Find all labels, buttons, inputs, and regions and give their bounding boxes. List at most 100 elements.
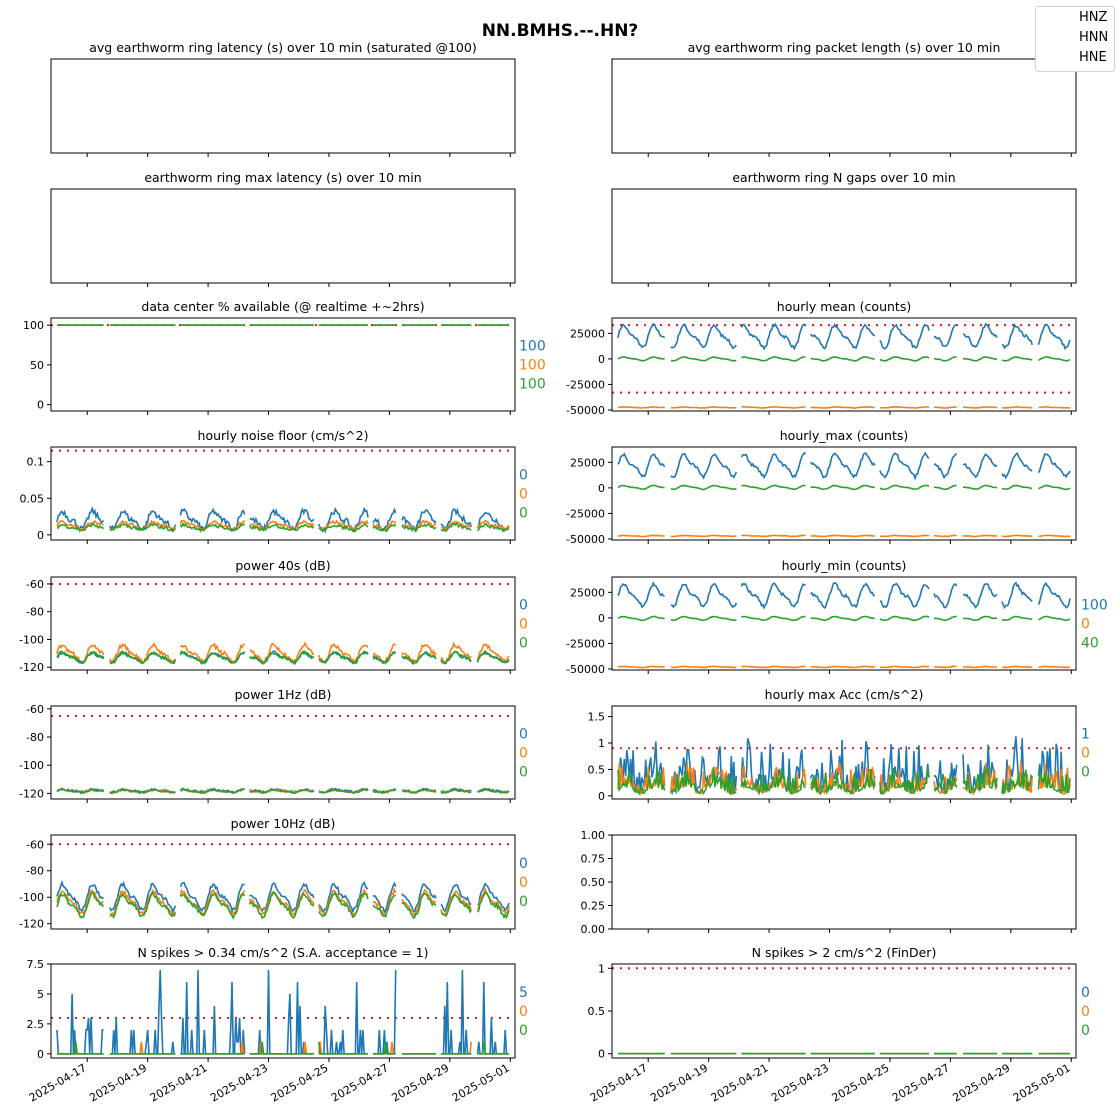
y-tick-label: 0 [37,399,44,412]
panel-title: avg earthworm ring packet length (s) ove… [688,40,1001,55]
series-hnz [617,580,1071,610]
panel-title: data center % available (@ realtime +~2h… [141,299,424,314]
panel-title: power 1Hz (dB) [235,687,332,702]
panel-title: hourly noise floor (cm/s^2) [198,428,369,443]
plot-frame [50,963,516,1059]
x-tick-label: 2025-04-21 [709,1061,771,1104]
y-tick-label: -120 [19,918,44,931]
y-tick-label: 1 [598,737,605,750]
last-value-hnz: 5 [519,985,528,1001]
x-tick-label: 2025-04-19 [648,1061,710,1104]
series-hne [617,767,1071,797]
y-tick-label: 0 [37,529,44,542]
y-tick-label: -50000 [566,533,605,546]
y-tick-label: 0 [598,353,605,366]
last-value-hnn: 0 [1081,617,1090,633]
x-tick-label: 2025-05-01 [450,1061,512,1104]
last-value-hnn: 0 [519,1004,528,1020]
y-tick-label: 0 [598,790,605,803]
last-value-hne: 0 [1081,1023,1090,1039]
last-value-hne: 0 [519,894,528,910]
series-hnz [56,880,510,915]
y-tick-label: -100 [19,633,44,646]
panel-title: hourly max Acc (cm/s^2) [765,687,924,702]
y-tick-label: 25000 [570,456,605,469]
x-tick-label: 2025-04-19 [87,1061,149,1104]
last-value-hne: 100 [519,377,546,393]
last-value-hnz: 0 [519,468,528,484]
panel-hourly-mean: hourly mean (counts) -50000 -25000 0 25000 [566,299,1077,417]
plot-frame [611,58,1077,154]
plot-area [617,580,1071,669]
series-hne [57,1041,509,1055]
panel-max-acc: hourly max Acc (cm/s^2) 0 0.5 1 1.5 1 0 0 [588,687,1090,803]
legend-entry-hnn: HNN [1079,30,1109,45]
panel-title: hourly mean (counts) [777,299,911,314]
y-tick-label: 0 [598,482,605,495]
x-tick-label: 2025-04-23 [208,1061,270,1104]
panel-title: earthworm ring N gaps over 10 min [732,170,955,185]
panel-hourly-min: hourly_min (counts) -50000 -25000 0 25000 100… [566,558,1108,676]
panel-title: avg earthworm ring latency (s) over 10 m… [89,40,476,55]
panel-title: earthworm ring max latency (s) over 10 m… [144,170,421,185]
last-value-hnz: 0 [519,598,528,614]
plot-frame [50,58,516,154]
series-hne [56,788,510,795]
last-value-hnn: 100 [519,358,546,374]
panel-blank: 0.00 0.25 0.50 0.75 1.00 [581,829,1077,936]
y-tick-label: -80 [26,606,44,619]
plot-area [612,322,1076,409]
panel-avg-latency: avg earthworm ring latency (s) over 10 m… [50,40,516,157]
series-hnn [56,886,510,918]
legend-entry-hne: HNE [1079,50,1107,65]
series-hnz [56,969,509,1055]
series-hnn [617,405,1071,409]
y-tick-label: -100 [19,759,44,772]
y-tick-label: 7.5 [27,958,45,971]
y-tick-label: 0.5 [588,1005,606,1018]
panel-n-gaps: earthworm ring N gaps over 10 min [611,170,1077,287]
legend-entry-hnz: HNZ [1079,10,1108,25]
last-value-hne: 0 [519,765,528,781]
panel-spikes-034: N spikes > 0.34 cm/s^2 (S.A. acceptance … [27,945,528,1105]
y-tick-label: 2.5 [27,1018,45,1031]
last-value-hnn: 0 [519,746,528,762]
x-tick-label: 2025-04-27 [329,1061,391,1104]
y-tick-label: 25000 [570,586,605,599]
series-hne [617,484,1071,491]
y-tick-label: -120 [19,787,44,800]
plot-frame [50,188,516,284]
last-value-hne: 0 [519,506,528,522]
last-value-hne: 0 [519,1023,528,1039]
y-tick-label: 0 [598,612,605,625]
last-value-hnn: 0 [519,617,528,633]
panel-title: hourly_max (counts) [780,428,909,443]
plot-frame [611,834,1077,930]
y-tick-label: 0.00 [581,923,606,936]
y-tick-label: -25000 [566,507,605,520]
plot-frame [50,446,516,541]
panel-data-available: data center % available (@ realtime +~2h… [23,299,546,415]
series-hne [56,521,510,533]
plot-area [51,969,515,1055]
y-tick-label: 0.50 [581,876,606,889]
y-tick-label: 0 [37,1048,44,1061]
y-tick-label: 0.75 [581,853,606,866]
series-hne [56,890,510,920]
last-value-hnz: 100 [519,339,546,355]
plot-area [617,451,1071,538]
panel-title: N spikes > 0.34 cm/s^2 (S.A. acceptance … [137,945,428,960]
plot-area [51,843,515,920]
y-tick-label: -100 [19,891,44,904]
y-tick-label: 100 [23,319,44,332]
series-hnz [617,451,1071,481]
plot-frame [50,705,516,800]
panel-title: power 10Hz (dB) [231,816,336,831]
last-value-hnn: 0 [1081,1004,1090,1020]
x-tick-label: 2025-04-17 [588,1061,650,1104]
legend: HNZ HNN HNE [1035,6,1115,72]
x-tick-label: 2025-04-29 [950,1061,1012,1104]
y-tick-label: 0.25 [581,900,606,913]
y-tick-label: 0.05 [20,492,45,505]
